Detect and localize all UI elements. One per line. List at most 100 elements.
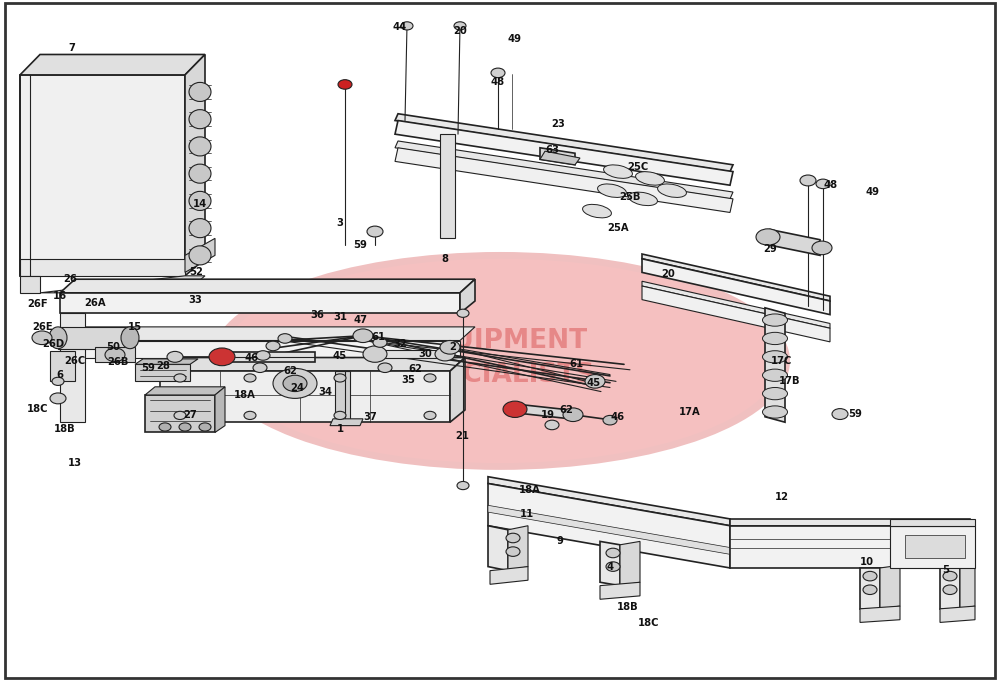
Circle shape [832, 409, 848, 419]
Polygon shape [145, 387, 225, 395]
Polygon shape [905, 535, 965, 558]
Text: 14: 14 [193, 200, 207, 209]
Ellipse shape [121, 327, 139, 349]
Text: 25A: 25A [607, 223, 629, 233]
Text: 47: 47 [353, 315, 367, 325]
Text: 11: 11 [520, 509, 534, 519]
Text: 45: 45 [333, 351, 347, 361]
Circle shape [756, 229, 780, 245]
Circle shape [167, 351, 183, 362]
Ellipse shape [189, 82, 211, 101]
Polygon shape [440, 134, 455, 238]
Ellipse shape [583, 204, 611, 218]
Circle shape [606, 562, 620, 571]
Circle shape [506, 533, 520, 543]
Text: 49: 49 [508, 35, 522, 44]
Circle shape [353, 329, 373, 343]
Ellipse shape [629, 192, 657, 206]
Text: 33: 33 [188, 295, 202, 304]
Polygon shape [58, 327, 130, 349]
Ellipse shape [189, 110, 211, 129]
Circle shape [457, 481, 469, 490]
Circle shape [105, 348, 125, 362]
Polygon shape [185, 238, 215, 272]
Polygon shape [890, 526, 975, 568]
Text: 26F: 26F [28, 300, 48, 309]
Circle shape [378, 363, 392, 373]
Circle shape [159, 423, 171, 431]
Text: 31: 31 [333, 312, 347, 321]
Circle shape [457, 309, 469, 317]
Circle shape [278, 334, 292, 343]
Circle shape [367, 226, 383, 237]
Ellipse shape [763, 406, 788, 418]
Text: 13: 13 [68, 458, 82, 468]
Text: 17B: 17B [779, 377, 801, 386]
Ellipse shape [189, 246, 211, 265]
Polygon shape [890, 519, 975, 526]
Ellipse shape [763, 369, 788, 381]
Polygon shape [730, 519, 970, 526]
Circle shape [338, 80, 352, 89]
Polygon shape [940, 606, 975, 622]
Circle shape [606, 548, 620, 558]
Polygon shape [620, 541, 640, 586]
Circle shape [373, 338, 387, 347]
Polygon shape [488, 526, 508, 571]
Polygon shape [395, 121, 733, 185]
Circle shape [334, 374, 346, 382]
Polygon shape [540, 148, 575, 165]
Circle shape [209, 348, 235, 366]
Polygon shape [395, 141, 733, 199]
Text: 17C: 17C [771, 356, 793, 366]
Polygon shape [540, 151, 580, 165]
Polygon shape [460, 279, 475, 313]
Text: 35: 35 [401, 375, 415, 385]
Polygon shape [940, 568, 960, 609]
Text: 45: 45 [587, 379, 601, 388]
Text: 4: 4 [606, 563, 614, 572]
Ellipse shape [598, 184, 626, 197]
Polygon shape [20, 75, 185, 276]
Text: 34: 34 [318, 387, 332, 396]
Polygon shape [185, 54, 205, 276]
Text: 18B: 18B [617, 603, 639, 612]
Text: 18C: 18C [638, 618, 660, 628]
Polygon shape [642, 254, 830, 301]
Circle shape [256, 351, 270, 360]
Polygon shape [395, 148, 733, 212]
Circle shape [545, 420, 559, 430]
Polygon shape [770, 229, 820, 255]
Ellipse shape [210, 252, 790, 470]
Text: 46: 46 [611, 413, 625, 422]
Text: 26D: 26D [42, 339, 64, 349]
Text: 48: 48 [824, 180, 838, 190]
Text: 1: 1 [336, 424, 344, 434]
Ellipse shape [189, 219, 211, 238]
Text: 36: 36 [310, 310, 324, 319]
Ellipse shape [658, 184, 686, 197]
Circle shape [401, 22, 413, 30]
Text: 18A: 18A [519, 486, 541, 495]
Circle shape [863, 571, 877, 581]
Text: 62: 62 [408, 364, 422, 374]
Text: 30: 30 [418, 349, 432, 359]
Text: 16: 16 [53, 291, 67, 301]
Circle shape [273, 368, 317, 398]
Circle shape [244, 411, 256, 419]
Circle shape [266, 341, 280, 351]
Polygon shape [40, 276, 205, 293]
Text: 46: 46 [245, 353, 259, 362]
Circle shape [812, 241, 832, 255]
Text: 25B: 25B [619, 193, 641, 202]
Circle shape [603, 415, 617, 425]
Circle shape [454, 22, 466, 30]
Polygon shape [490, 567, 528, 584]
Text: 26C: 26C [64, 356, 86, 366]
Polygon shape [60, 313, 85, 422]
Polygon shape [160, 371, 450, 422]
Circle shape [283, 375, 307, 392]
Text: 12: 12 [775, 492, 789, 502]
Polygon shape [95, 347, 135, 362]
Polygon shape [20, 259, 185, 276]
